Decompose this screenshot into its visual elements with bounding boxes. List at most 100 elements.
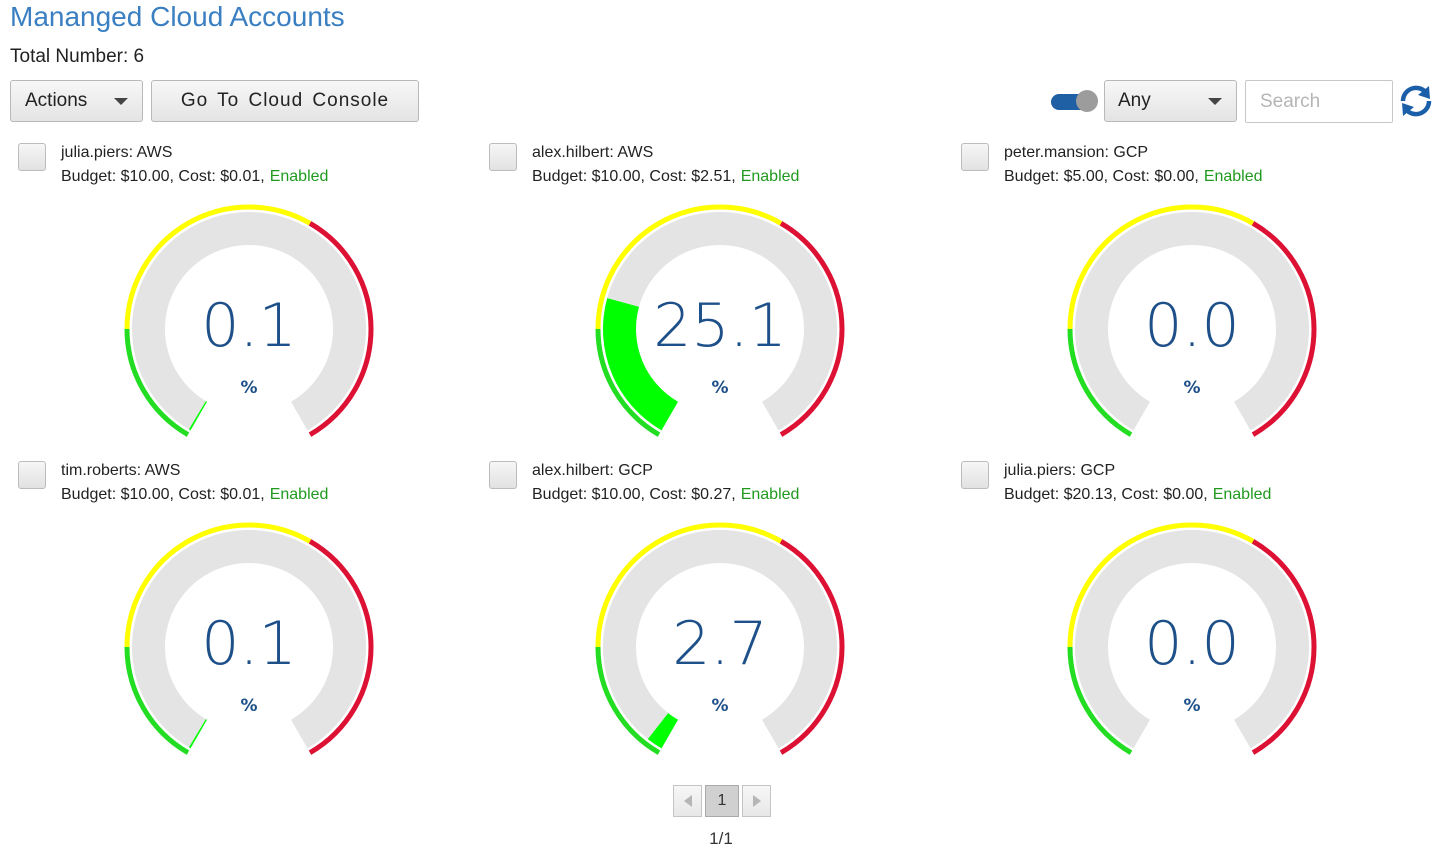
select-checkbox[interactable]: [961, 143, 989, 171]
budget-cost-text: Budget: $10.00, Cost: $0.01,: [61, 486, 265, 503]
gauge-zone-red: [779, 221, 845, 437]
gauge-zone-green: [1067, 328, 1133, 437]
budget-cost-text: Budget: $10.00, Cost: $0.01,: [61, 168, 265, 185]
budget-gauge: 25.1%: [595, 204, 845, 437]
arrow-right-icon: [752, 795, 761, 807]
budget-gauge: 0.0%: [1067, 522, 1317, 755]
status-badge: Enabled: [740, 168, 800, 185]
gauge-track: [1075, 529, 1309, 749]
account-name: alex.hilbert: GCP: [532, 462, 653, 479]
gauge-track: [132, 211, 366, 431]
gauge-zone-red: [308, 539, 374, 755]
budget-line: Budget: $10.00, Cost: $0.27, Enabled: [532, 485, 799, 505]
select-checkbox[interactable]: [18, 143, 46, 171]
gauge-value: 0.1: [201, 609, 296, 679]
gauge-unit: %: [711, 378, 728, 398]
gauge-unit: %: [240, 378, 257, 398]
budget-gauge: 0.0%: [1067, 204, 1317, 437]
gauge-fill: [188, 719, 207, 749]
filter-select-value: Any: [1118, 90, 1151, 111]
account-name: julia.piers: GCP: [1004, 462, 1116, 479]
gauge-value: 25.1: [653, 291, 787, 361]
budget-cost-text: Budget: $10.00, Cost: $0.27,: [532, 486, 736, 503]
page-button-current[interactable]: 1: [705, 785, 739, 817]
next-page-button[interactable]: [742, 785, 771, 817]
gauge-zone-yellow: [1067, 522, 1255, 648]
budget-cost-text: Budget: $5.00, Cost: $0.00,: [1004, 168, 1199, 185]
gauge-zone-yellow: [595, 204, 783, 330]
budget-gauge: 0.1%: [124, 522, 374, 755]
gauge-unit: %: [1183, 378, 1200, 398]
gauge-fill: [603, 298, 678, 431]
gauge-unit: %: [1183, 696, 1200, 716]
budget-cost-text: Budget: $10.00, Cost: $2.51,: [532, 168, 736, 185]
toggle-knob: [1076, 90, 1098, 112]
account-card: peter.mansion: GCP Budget: $5.00, Cost: $…: [952, 139, 1423, 457]
gauge-zone-green: [124, 328, 190, 437]
status-badge: Enabled: [1212, 486, 1272, 503]
select-checkbox[interactable]: [18, 461, 46, 489]
gauge-value: 0.1: [201, 291, 296, 361]
caret-down-icon: [114, 98, 128, 105]
total-count: Total Number: 6: [10, 46, 145, 67]
prev-page-button[interactable]: [673, 785, 702, 817]
account-card: julia.piers: GCP Budget: $20.13, Cost: $0…: [952, 457, 1423, 775]
budget-line: Budget: $10.00, Cost: $0.01, Enabled: [61, 167, 328, 187]
chevron-down-icon: [1208, 98, 1222, 105]
actions-dropdown-button[interactable]: Actions: [10, 80, 143, 122]
account-card: julia.piers: AWS Budget: $10.00, Cost: $0…: [9, 139, 480, 457]
budget-cost-text: Budget: $20.13, Cost: $0.00,: [1004, 486, 1208, 503]
view-toggle[interactable]: [1051, 90, 1098, 114]
budget-gauge: 0.1%: [124, 204, 374, 437]
gauge-track: [603, 529, 837, 749]
gauge-fill: [188, 401, 207, 431]
gauge-value: 2.7: [672, 609, 767, 679]
gauge-zone-yellow: [595, 522, 783, 648]
arrow-left-icon: [683, 795, 692, 807]
budget-gauge: 2.7%: [595, 522, 845, 755]
account-card: tim.roberts: AWS Budget: $10.00, Cost: $0…: [9, 457, 480, 775]
account-card: alex.hilbert: AWS Budget: $10.00, Cost: $…: [480, 139, 951, 457]
account-name: alex.hilbert: AWS: [532, 144, 654, 161]
account-card: alex.hilbert: GCP Budget: $10.00, Cost: $…: [480, 457, 951, 775]
status-badge: Enabled: [1203, 168, 1263, 185]
account-name: tim.roberts: AWS: [61, 462, 181, 479]
gauge-zone-green: [124, 646, 190, 755]
gauge-value: 0.0: [1144, 291, 1239, 361]
gauge-unit: %: [711, 696, 728, 716]
page-title: Mananged Cloud Accounts: [10, 1, 345, 32]
actions-label: Actions: [25, 90, 88, 111]
gauge-zone-green: [595, 646, 661, 755]
gauge-zone-green: [1067, 646, 1133, 755]
gauge-track: [132, 529, 366, 749]
select-checkbox[interactable]: [489, 461, 517, 489]
budget-line: Budget: $10.00, Cost: $2.51, Enabled: [532, 167, 799, 187]
go-to-cloud-console-button[interactable]: Go To Cloud Console: [151, 80, 419, 122]
gauge-value: 0.0: [1144, 609, 1239, 679]
budget-line: Budget: $5.00, Cost: $0.00, Enabled: [1004, 167, 1263, 187]
refresh-icon[interactable]: [1399, 84, 1433, 118]
gauge-zone-yellow: [1067, 204, 1255, 330]
select-checkbox[interactable]: [489, 143, 517, 171]
budget-line: Budget: $20.13, Cost: $0.00, Enabled: [1004, 485, 1271, 505]
gauge-track: [1075, 211, 1309, 431]
gauge-zone-yellow: [124, 204, 312, 330]
budget-line: Budget: $10.00, Cost: $0.01, Enabled: [61, 485, 328, 505]
gauge-unit: %: [240, 696, 257, 716]
filter-select[interactable]: Any: [1104, 80, 1237, 122]
status-badge: Enabled: [269, 168, 329, 185]
search-input[interactable]: [1245, 80, 1393, 123]
account-name: peter.mansion: GCP: [1004, 144, 1149, 161]
gauge-track: [603, 211, 837, 431]
select-checkbox[interactable]: [961, 461, 989, 489]
gauge-fill: [647, 713, 678, 749]
gauge-zone-green: [595, 328, 661, 437]
gauge-zone-red: [308, 221, 374, 437]
pagination: 1: [673, 785, 771, 819]
pagination-info: 1/1: [709, 829, 733, 848]
gauge-zone-red: [1251, 221, 1317, 437]
status-badge: Enabled: [269, 486, 329, 503]
gauge-zone-red: [779, 539, 845, 755]
status-badge: Enabled: [740, 486, 800, 503]
gauge-zone-red: [1251, 539, 1317, 755]
